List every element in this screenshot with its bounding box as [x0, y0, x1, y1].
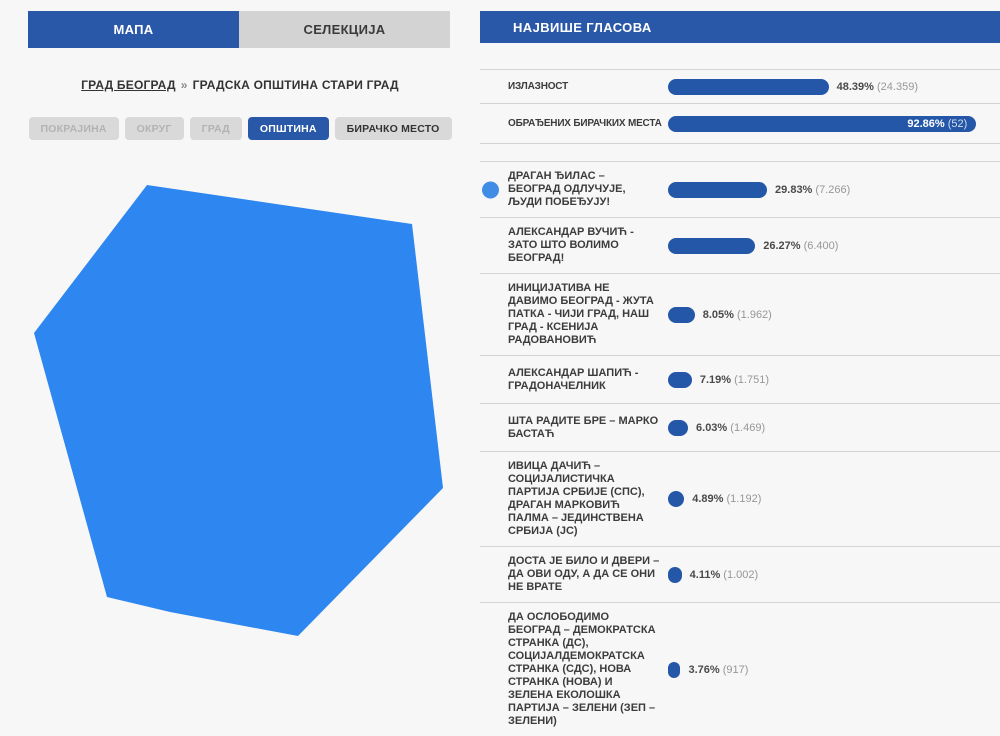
result-value: 48.39% (24.359) — [837, 81, 918, 93]
result-value-inside: 92.86% (52) — [907, 118, 967, 130]
result-count: (24.359) — [877, 80, 918, 93]
result-count: (7.266) — [815, 183, 851, 196]
result-count: (52) — [947, 117, 968, 130]
result-bar: 48.39% (24.359) — [668, 78, 829, 95]
result-label: ДРАГАН ЂИЛАС – БЕОГРАД ОДЛУЧУЈЕ, ЉУДИ ПО… — [508, 170, 626, 208]
result-label: ДА ОСЛОБОДИМО БЕОГРАД – ДЕМОКРАТСКА СТРА… — [508, 611, 656, 727]
candidates-section: ДРАГАН ЂИЛАС – БЕОГРАД ОДЛУЧУЈЕ, ЉУДИ ПО… — [480, 161, 1000, 736]
result-percent: 8.05% — [702, 308, 734, 321]
result-value: 3.76% (917) — [688, 664, 748, 676]
result-percent: 6.03% — [696, 421, 728, 434]
result-percent: 4.11% — [689, 568, 721, 581]
selected-region-dot-icon — [482, 181, 499, 198]
results-panel: НАЈВИШЕ ГЛАСОВА ИЗЛАЗНОСТ 48.39% (24.359… — [480, 0, 1000, 727]
result-value: 7.19% (1.751) — [700, 374, 769, 386]
result-bar: 3.76% (917) — [668, 661, 681, 678]
result-value: 6.03% (1.469) — [696, 422, 765, 434]
results-panel-title: НАЈВИШЕ ГЛАСОВА — [513, 19, 652, 35]
result-percent: 3.76% — [688, 663, 720, 676]
result-bar-area: 6.03% (1.469) 6.03% (1.469) — [668, 419, 1000, 436]
result-bar: 29.83% (7.266) — [668, 181, 768, 198]
stats-section: ИЗЛАЗНОСТ 48.39% (24.359) 48.39% (24.359… — [480, 69, 1000, 144]
result-value: 26.27% (6.400) — [763, 240, 838, 252]
level-button-province: ПОКРАЈИНА — [28, 117, 119, 140]
result-bar: 92.86% (52) — [668, 115, 977, 132]
result-percent: 26.27% — [763, 239, 801, 252]
results-rows: ИЗЛАЗНОСТ 48.39% (24.359) 48.39% (24.359… — [480, 69, 1000, 736]
result-percent: 4.89% — [692, 493, 724, 505]
result-row: АЛЕКСАНДАР ВУЧИЋ - ЗАТО ШТО ВОЛИМО БЕОГР… — [480, 218, 1000, 274]
result-bar-area: 3.76% (917) 3.76% (917) — [668, 661, 1000, 678]
level-button-city: ГРАД — [189, 117, 242, 140]
result-bar-area: 4.11% (1.002) 4.11% (1.002) — [668, 566, 1000, 583]
result-label: ОБРАЂЕНИХ БИРАЧКИХ МЕСТА — [508, 118, 662, 129]
result-bar: 4.89% (1.192) — [668, 491, 685, 507]
result-label: АЛЕКСАНДАР ШАПИЋ - ГРАДОНАЧЕЛНИК — [508, 366, 639, 392]
result-count: (1.751) — [734, 373, 769, 386]
breadcrumb-separator: » — [180, 78, 188, 92]
result-label: ШТА РАДИТЕ БРЕ – МАРКО БАСТАЋ — [508, 414, 659, 440]
level-button-polling-place[interactable]: БИРАЧКО МЕСТО — [334, 117, 452, 140]
result-label: ИВИЦА ДАЧИЋ – СОЦИЈАЛИСТИЧКА ПАРТИЈА СРБ… — [508, 460, 645, 537]
result-value: 4.11% (1.002) — [690, 569, 759, 581]
result-count: (917) — [722, 663, 749, 676]
result-row: ДА ОСЛОБОДИМО БЕОГРАД – ДЕМОКРАТСКА СТРА… — [480, 603, 1000, 736]
results-panel-header: НАЈВИШЕ ГЛАСОВА — [480, 11, 1000, 43]
result-bar: 4.11% (1.002) — [668, 566, 682, 583]
tab-map[interactable]: МАПА — [28, 11, 239, 48]
result-percent: 29.83% — [775, 183, 813, 196]
level-buttons: ПОКРАЈИНА ОКРУГ ГРАД ОПШТИНА БИРАЧКО МЕС… — [0, 117, 480, 140]
result-row: ИЗЛАЗНОСТ 48.39% (24.359) 48.39% (24.359… — [480, 70, 1000, 104]
result-row: ОБРАЂЕНИХ БИРАЧКИХ МЕСТА 92.86% (52) 92.… — [480, 104, 1000, 144]
result-row: АЛЕКСАНДАР ШАПИЋ - ГРАДОНАЧЕЛНИК 7.19% (… — [480, 356, 1000, 404]
result-label: ДОСТА ЈЕ БИЛО И ДВЕРИ – ДА ОВИ ОДУ, А ДА… — [508, 555, 660, 593]
result-row: ИВИЦА ДАЧИЋ – СОЦИЈАЛИСТИЧКА ПАРТИЈА СРБ… — [480, 452, 1000, 547]
result-bar-area: 48.39% (24.359) 48.39% (24.359) — [668, 78, 1000, 95]
breadcrumb: ГРАД БЕОГРАД » ГРАДСКА ОПШТИНА СТАРИ ГРАД — [0, 78, 480, 92]
result-count: (1.192) — [726, 493, 762, 505]
level-button-district: ОКРУГ — [124, 117, 184, 140]
result-bar: 26.27% (6.400) — [668, 237, 756, 254]
result-bar: 6.03% (1.469) — [668, 419, 689, 436]
result-count: (6.400) — [803, 239, 839, 252]
result-count: (1.469) — [730, 421, 766, 434]
result-bar-area: 92.86% (52) 92.86% (52) — [668, 115, 1000, 132]
result-bar-area: 7.19% (1.751) 7.19% (1.751) — [668, 371, 1000, 388]
result-value: 4.89% (1.192) — [692, 493, 761, 505]
result-bar-area: 8.05% (1.962) 8.05% (1.962) — [668, 306, 1000, 323]
result-row: ИНИЦИЈАТИВА НЕ ДАВИМО БЕОГРАД - ЖУТА ПАТ… — [480, 274, 1000, 356]
tab-selection[interactable]: СЕЛЕКЦИЈА — [239, 11, 450, 48]
result-count: (1.962) — [736, 308, 772, 321]
result-value: 8.05% (1.962) — [703, 309, 772, 321]
map-region-stari-grad[interactable] — [34, 185, 443, 636]
result-percent: 92.86% — [907, 117, 945, 130]
municipality-map — [34, 185, 443, 636]
breadcrumb-current: ГРАДСКА ОПШТИНА СТАРИ ГРАД — [192, 78, 399, 92]
result-percent: 48.39% — [836, 80, 874, 93]
result-row: ШТА РАДИТЕ БРЕ – МАРКО БАСТАЋ 6.03% (1.4… — [480, 404, 1000, 452]
result-bar-area: 4.89% (1.192) 4.89% (1.192) — [668, 491, 1000, 507]
breadcrumb-link-city[interactable]: ГРАД БЕОГРАД — [81, 78, 176, 92]
result-percent: 7.19% — [699, 373, 732, 386]
view-tabs: МАПА СЕЛЕКЦИЈА — [28, 11, 450, 48]
result-bar-area: 26.27% (6.400) 26.27% (6.400) — [668, 237, 1000, 254]
result-count: (1.002) — [723, 568, 759, 581]
map-panel: МАПА СЕЛЕКЦИЈА ГРАД БЕОГРАД » ГРАДСКА ОПШТ… — [0, 0, 480, 666]
result-row: ДРАГАН ЂИЛАС – БЕОГРАД ОДЛУЧУЈЕ, ЉУДИ ПО… — [480, 162, 1000, 218]
result-bar: 8.05% (1.962) — [668, 306, 695, 323]
result-bar: 7.19% (1.751) — [668, 371, 692, 388]
result-label: АЛЕКСАНДАР ВУЧИЋ - ЗАТО ШТО ВОЛИМО БЕОГР… — [508, 226, 634, 264]
result-bar-area: 29.83% (7.266) 29.83% (7.266) — [668, 181, 1000, 198]
result-value: 29.83% (7.266) — [775, 184, 850, 196]
result-label: ИНИЦИЈАТИВА НЕ ДАВИМО БЕОГРАД - ЖУТА ПАТ… — [508, 282, 654, 346]
result-row: ДОСТА ЈЕ БИЛО И ДВЕРИ – ДА ОВИ ОДУ, А ДА… — [480, 547, 1000, 603]
result-label: ИЗЛАЗНОСТ — [508, 81, 568, 92]
level-button-municipality[interactable]: ОПШТИНА — [247, 117, 329, 140]
